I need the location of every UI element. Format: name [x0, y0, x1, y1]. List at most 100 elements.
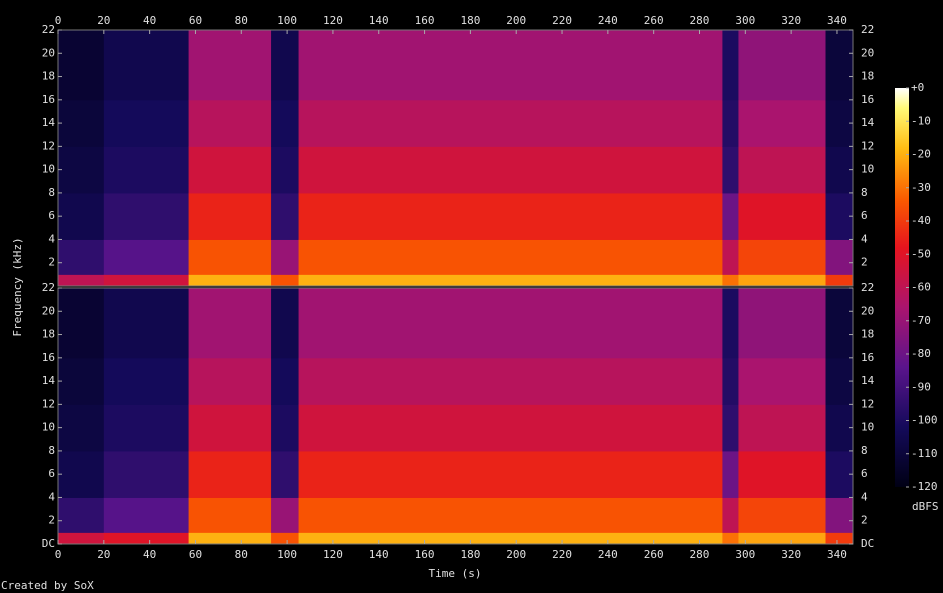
x-tick-label: 260	[644, 548, 664, 561]
heat-cell	[188, 532, 272, 545]
heat-cell	[58, 192, 105, 240]
heat-cell	[825, 497, 854, 533]
heat-cell	[298, 99, 723, 147]
x-tick-label: 180	[460, 548, 480, 561]
heat-cell	[271, 404, 300, 452]
x-tick-label: 280	[690, 14, 710, 27]
colorbar-tick-label: -80	[911, 347, 931, 360]
heat-cell	[825, 357, 854, 405]
y-tick-label: 16	[861, 93, 874, 106]
x-tick-label: 0	[55, 548, 62, 561]
y-tick-label: 8	[861, 186, 868, 199]
heat-cell	[722, 532, 739, 545]
heat-cell	[58, 99, 105, 147]
y-tick-label: 16	[42, 351, 55, 364]
y-tick-label: 10	[42, 421, 55, 434]
x-tick-label: 280	[690, 548, 710, 561]
heat-cell	[298, 239, 723, 275]
heat-cell	[188, 30, 272, 101]
x-tick-label: 300	[735, 14, 755, 27]
heat-cell	[738, 497, 827, 533]
heat-cell	[738, 288, 827, 359]
heat-cell	[722, 192, 739, 240]
heat-cell	[58, 239, 105, 275]
x-tick-label: 100	[277, 548, 297, 561]
plot-frame	[57, 29, 854, 287]
x-tick-label: 140	[369, 548, 389, 561]
colorbar-tick-label: -40	[911, 214, 931, 227]
heat-cell	[188, 404, 272, 452]
heat-cell	[825, 239, 854, 275]
x-tick-label: 20	[97, 548, 110, 561]
heat-cell	[738, 146, 827, 194]
x-tick-label: 60	[189, 548, 202, 561]
x-tick-label: 320	[781, 14, 801, 27]
heat-cell	[103, 532, 190, 545]
x-tick-label: 200	[506, 548, 526, 561]
y-tick-label: 22	[42, 23, 55, 36]
colorbar-label: dBFS	[912, 500, 939, 513]
y-tick-label: 6	[48, 467, 55, 480]
heat-cell	[103, 404, 190, 452]
heat-cell	[738, 404, 827, 452]
x-tick-label: 40	[143, 548, 156, 561]
colorbar-tick-label: -20	[911, 148, 931, 161]
colorbar-tick-label: -50	[911, 247, 931, 260]
x-tick-label: 0	[55, 14, 62, 27]
heat-cell	[738, 450, 827, 498]
y-tick-label: 18	[42, 328, 55, 341]
heat-cell	[738, 30, 827, 101]
y-tick-label: 2	[861, 514, 868, 527]
heat-cell	[103, 497, 190, 533]
x-tick-label: 240	[598, 14, 618, 27]
x-tick-label: 20	[97, 14, 110, 27]
heat-cell	[825, 450, 854, 498]
heat-cell	[825, 99, 854, 147]
heat-cell	[188, 239, 272, 275]
y-tick-label: 4	[861, 490, 868, 503]
y-tick-label: 4	[48, 232, 55, 245]
heat-cell	[271, 30, 300, 101]
heat-cell	[188, 450, 272, 498]
heat-cell	[298, 192, 723, 240]
x-tick-label: 60	[189, 14, 202, 27]
heat-cell	[103, 288, 190, 359]
y-tick-label: 6	[861, 467, 868, 480]
x-axis-label: Time (s)	[429, 567, 482, 580]
y-axis-label: Frequency (kHz)	[11, 237, 24, 336]
heat-cell	[722, 288, 739, 359]
heat-cell	[58, 532, 105, 545]
heat-cell	[298, 404, 723, 452]
heat-cell	[722, 497, 739, 533]
colorbar-tick-label: -10	[911, 114, 931, 127]
x-tick-label: 220	[552, 14, 572, 27]
x-tick-label: 340	[827, 548, 847, 561]
x-tick-label: 160	[415, 548, 435, 561]
heat-cell	[103, 239, 190, 275]
y-tick-label: 14	[861, 374, 875, 387]
y-tick-label: 6	[861, 209, 868, 222]
heat-cell	[58, 274, 105, 287]
y-tick-label: 14	[42, 374, 56, 387]
heat-cell	[58, 497, 105, 533]
heat-cell	[271, 532, 300, 545]
colorbar-tick-label: -90	[911, 380, 931, 393]
heat-cell	[271, 497, 300, 533]
y-tick-label: 22	[42, 281, 55, 294]
colorbar-tick-label: -110	[911, 447, 938, 460]
colorbar-tick-label: -70	[911, 314, 931, 327]
heat-cell	[298, 146, 723, 194]
y-tick-label: 14	[861, 116, 875, 129]
x-tick-label: 120	[323, 14, 343, 27]
heat-cell	[103, 30, 190, 101]
heat-cell	[103, 192, 190, 240]
colorbar-tick-label: +0	[911, 81, 924, 94]
x-tick-label: 260	[644, 14, 664, 27]
heat-cell	[271, 99, 300, 147]
plot-frame	[57, 287, 854, 545]
heat-cell	[58, 404, 105, 452]
heat-cell	[58, 288, 105, 359]
heat-cell	[825, 30, 854, 101]
colorbar-tick-label: -120	[911, 480, 938, 493]
heat-cell	[825, 532, 854, 545]
